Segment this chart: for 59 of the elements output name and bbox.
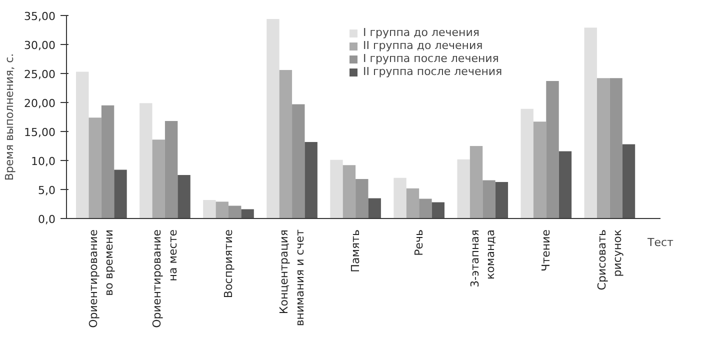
legend-label: I группа до лечения bbox=[363, 26, 480, 39]
bar bbox=[470, 146, 483, 218]
y-tick-label: 20,00 bbox=[24, 97, 56, 110]
bar bbox=[152, 140, 165, 218]
x-tick-label: Память bbox=[349, 229, 362, 272]
bar bbox=[330, 160, 343, 218]
x-tick-label: Срисовать рисунок bbox=[595, 229, 624, 290]
legend-label: I группа после лечения bbox=[363, 52, 499, 65]
bar bbox=[394, 178, 406, 218]
x-tick-label: Речь bbox=[412, 229, 426, 256]
y-tick-label: 5,0 bbox=[38, 184, 56, 197]
bar bbox=[546, 81, 559, 218]
bar bbox=[140, 103, 152, 218]
x-tick-label: Ориентирование во времени bbox=[87, 229, 116, 328]
bar bbox=[241, 209, 254, 218]
y-tick-label: 0,0 bbox=[38, 213, 56, 226]
bar bbox=[279, 70, 292, 218]
bar bbox=[356, 179, 368, 218]
x-tick-label: Восприятие bbox=[222, 229, 235, 298]
y-tick-label: 15,00 bbox=[24, 126, 56, 139]
bar bbox=[88, 118, 102, 218]
legend-label: II группа после лечения bbox=[363, 65, 502, 78]
x-tick-label: Чтение bbox=[540, 229, 553, 272]
bar bbox=[533, 122, 546, 218]
bar bbox=[584, 28, 597, 218]
bar bbox=[101, 105, 114, 218]
y-tick-label: 25,00 bbox=[24, 68, 56, 81]
bar bbox=[610, 78, 622, 218]
bar bbox=[419, 198, 432, 218]
bar bbox=[432, 202, 444, 218]
y-axis-title: Время выполнения, с. bbox=[3, 53, 16, 181]
bar bbox=[596, 78, 610, 218]
bar bbox=[178, 175, 190, 218]
bar bbox=[216, 202, 228, 218]
bar bbox=[368, 198, 381, 218]
bar bbox=[558, 151, 572, 218]
bar bbox=[292, 104, 305, 218]
x-tick-label: Концентрация внимания и счет bbox=[278, 228, 306, 326]
bar bbox=[622, 144, 636, 218]
y-tick-label: 30,00 bbox=[24, 39, 56, 52]
bar bbox=[495, 182, 508, 218]
bar bbox=[203, 200, 216, 218]
bar bbox=[164, 121, 178, 218]
x-tick-label: 3-этапная команда bbox=[468, 229, 497, 288]
bar bbox=[304, 142, 318, 218]
bar bbox=[342, 165, 356, 218]
bar bbox=[114, 170, 127, 218]
bar bbox=[228, 206, 242, 218]
bar bbox=[457, 159, 470, 218]
bar bbox=[482, 180, 496, 218]
x-tick-label: Ориентирование на месте bbox=[150, 229, 180, 328]
bar bbox=[76, 72, 89, 218]
x-axis-title: Тест bbox=[646, 236, 674, 249]
legend-label: II группа до лечения bbox=[363, 39, 483, 52]
y-tick-label: 35,00 bbox=[24, 10, 56, 23]
bar bbox=[520, 108, 534, 218]
bar bbox=[266, 18, 280, 218]
bar bbox=[406, 188, 420, 218]
y-tick-label: 10,0 bbox=[31, 155, 56, 168]
